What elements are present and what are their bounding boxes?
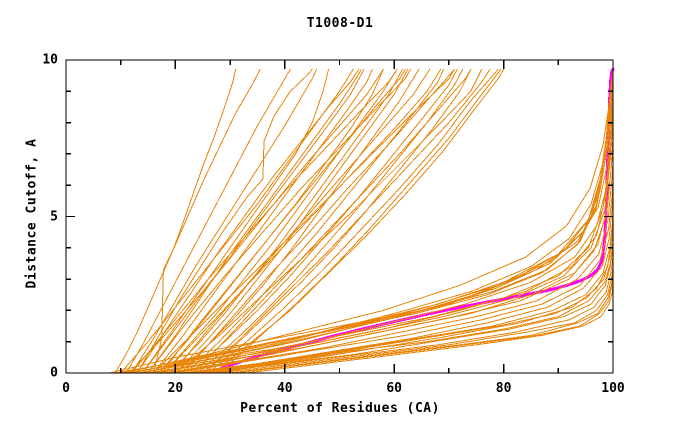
prediction-curve <box>229 272 614 374</box>
prediction-curve <box>163 144 614 374</box>
prediction-curve <box>153 68 237 374</box>
prediction-curve <box>191 222 614 374</box>
prediction-curve <box>136 122 614 374</box>
prediction-curve <box>180 68 420 374</box>
prediction-curve <box>185 68 444 374</box>
prediction-curve <box>163 68 442 374</box>
prediction-curve <box>142 68 330 374</box>
prediction-curve <box>172 68 431 374</box>
prediction-curve <box>131 68 398 374</box>
prediction-curve <box>114 68 261 374</box>
x-tick-label: 20 <box>167 381 184 396</box>
prediction-curve <box>153 68 373 374</box>
prediction-curve <box>204 68 491 374</box>
prediction-curve <box>169 68 403 374</box>
prediction-curve <box>161 68 406 374</box>
prediction-curve <box>117 87 614 374</box>
prediction-curve <box>183 68 455 374</box>
prediction-curve <box>153 68 455 374</box>
prediction-curve <box>218 266 614 374</box>
prediction-curve <box>147 68 412 374</box>
prediction-curve <box>158 103 614 374</box>
prediction-curve <box>122 68 614 374</box>
prediction-curve <box>147 137 614 374</box>
prediction-curve <box>180 194 614 374</box>
prediction-curve <box>196 241 614 374</box>
data-series-layer <box>109 67 615 374</box>
y-tick-label: 0 <box>50 365 58 381</box>
chart-title: T1008-D1 <box>306 16 374 31</box>
prediction-curve <box>136 68 360 374</box>
prediction-curve <box>120 68 354 374</box>
prediction-curve <box>246 281 614 374</box>
prediction-curve <box>131 68 318 374</box>
prediction-curve <box>196 68 464 374</box>
prediction-curve <box>218 68 502 374</box>
prediction-curve <box>169 162 614 374</box>
y-tick-label: 10 <box>42 52 58 68</box>
axes-layer <box>65 59 614 374</box>
prediction-curve <box>207 256 614 374</box>
x-tick-label: 40 <box>276 381 293 396</box>
prediction-curve <box>136 68 313 374</box>
prediction-curve <box>194 68 472 374</box>
x-tick-label: 100 <box>601 381 625 396</box>
prediction-curve <box>163 68 398 374</box>
prediction-curve <box>139 93 614 374</box>
x-tick-label: 0 <box>62 381 70 396</box>
prediction-curve <box>128 68 365 374</box>
prediction-curve <box>174 178 614 374</box>
prediction-curve <box>174 68 483 374</box>
x-tick-label: 80 <box>495 381 512 396</box>
prediction-curve <box>191 68 458 374</box>
prediction-curve <box>235 278 614 374</box>
prediction-curve <box>207 68 499 374</box>
prediction-curve <box>125 68 291 374</box>
prediction-curve <box>202 247 614 374</box>
prediction-curve <box>202 68 472 374</box>
y-tick-label: 5 <box>50 209 58 224</box>
x-tick-label: 60 <box>386 381 403 396</box>
prediction-curve <box>185 209 614 374</box>
prediction-curve <box>147 68 362 374</box>
x-axis-label: Percent of Residues (CA) <box>240 401 440 416</box>
prediction-curve <box>213 225 614 374</box>
